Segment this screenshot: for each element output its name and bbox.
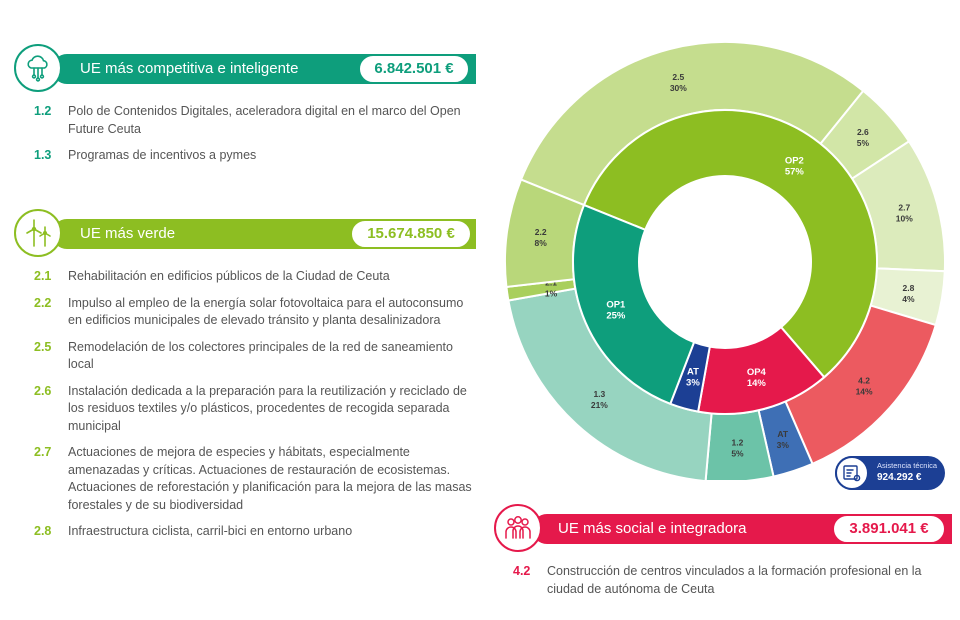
- item-code: 2.1: [34, 269, 52, 283]
- section-title: UE más verde: [80, 225, 176, 242]
- wind-turbine-icon: [26, 219, 51, 247]
- section-title: UE más competitiva e inteligente: [80, 60, 299, 77]
- badge-label: Asistencia técnica: [877, 461, 938, 470]
- technical-assistance-badge: Asistencia técnica 924.292 €: [835, 456, 945, 490]
- outer-label-1-3: 1.3 21%: [591, 389, 608, 410]
- item-code: 2.6: [34, 383, 52, 398]
- section-icon-circle: [14, 44, 62, 92]
- outer-label-2-2: 2.2 8%: [535, 227, 548, 248]
- section-items-verde: 2.1 Rehabilitación en edificios públicos …: [34, 268, 474, 541]
- item-text: Polo de Contenidos Digitales, acelerador…: [68, 104, 461, 136]
- inner-label-OP1: OP1 25%: [606, 299, 626, 321]
- outer-label-2-5: 2.5 30%: [670, 72, 687, 93]
- technical-assistance-icon: [843, 465, 861, 482]
- list-item: 2.8 Infraestructura ciclista, carril-bici…: [34, 523, 474, 541]
- section-amount: 3.891.041 €: [832, 514, 946, 544]
- item-text: Rehabilitación en edificios públicos de …: [68, 269, 390, 283]
- section-banner-social: UE más social e integradora 3.891.041 €: [494, 504, 952, 552]
- item-code: 1.3: [34, 148, 52, 162]
- section-amount: 15.674.850 €: [350, 219, 472, 249]
- inner-segment-OP2: [582, 109, 878, 379]
- people-group-icon: [505, 516, 531, 539]
- badge-amount: 924.292 €: [877, 472, 922, 483]
- section-banner-competitiva: UE más competitiva e inteligente 6.842.5…: [14, 44, 476, 92]
- item-code: 2.8: [34, 524, 52, 538]
- list-item: 2.2 Impulso al empleo de la energía solar…: [34, 295, 474, 330]
- outer-label-AT: AT 3%: [777, 429, 790, 450]
- section-items-competitiva: 1.2 Polo de Contenidos Digitales, acelera…: [34, 103, 474, 165]
- list-item: 2.5 Remodelación de los colectores princi…: [34, 339, 474, 374]
- item-code: 2.5: [34, 339, 52, 354]
- section-title: UE más social e integradora: [558, 520, 747, 537]
- section-banner-verde: UE más verde 15.674.850 €: [14, 209, 476, 257]
- item-text: Infraestructura ciclista, carril-bici en…: [68, 524, 353, 538]
- item-code: 2.7: [34, 445, 52, 459]
- outer-label-1-2: 1.2 5%: [731, 438, 744, 459]
- outer-label-2-6: 2.6 5%: [857, 127, 870, 148]
- list-item: 2.6 Instalación dedicada a la preparación…: [34, 383, 474, 436]
- outer-label-4-2: 4.2 14%: [856, 375, 873, 396]
- item-text: Actuaciones de mejora de especies y hábi…: [68, 445, 472, 512]
- list-item: 1.3 Programas de incentivos a pymes: [34, 147, 474, 165]
- inner-label-AT: AT 3%: [686, 367, 700, 389]
- outer-label-2-7: 2.7 10%: [896, 203, 913, 224]
- inner-label-OP4: OP4 14%: [747, 367, 767, 389]
- list-item: 2.7 Actuaciones de mejora de especies y h…: [34, 444, 474, 514]
- section-icon-circle: [494, 504, 542, 552]
- item-text: Construcción de centros vinculados a la …: [547, 564, 922, 596]
- section-icon-circle: [14, 209, 62, 257]
- item-code: 1.2: [34, 104, 52, 118]
- item-code: 4.2: [513, 564, 531, 578]
- list-item: 1.2 Polo de Contenidos Digitales, acelera…: [34, 103, 474, 138]
- inner-segment-OP1: [572, 203, 696, 406]
- item-text: Impulso al empleo de la energía solar fo…: [68, 295, 464, 328]
- cloud-network-icon: [27, 55, 48, 82]
- list-item: 2.1 Rehabilitación en edificios públicos …: [34, 268, 474, 286]
- section-items-social: 4.2 Construcción de centros vinculados a …: [513, 563, 933, 598]
- list-item: 4.2 Construcción de centros vinculados a …: [513, 563, 933, 598]
- outer-label-2-8: 2.8 4%: [902, 283, 915, 304]
- sunburst-chart: 2.5 30% 2.6 5% 2.7 10% 2.8 4% 4.2 14% AT 3% 1.2 5% 1.3…: [504, 41, 946, 480]
- badge-icon-circle: [835, 456, 869, 490]
- item-text: Instalación dedicada a la preparación pa…: [68, 383, 467, 433]
- section-amount: 6.842.501 €: [358, 54, 470, 84]
- item-text: Remodelación de los colectores principal…: [68, 339, 453, 372]
- item-code: 2.2: [34, 295, 52, 310]
- item-text: Programas de incentivos a pymes: [68, 148, 257, 162]
- inner-label-OP2: OP2 57%: [785, 155, 805, 177]
